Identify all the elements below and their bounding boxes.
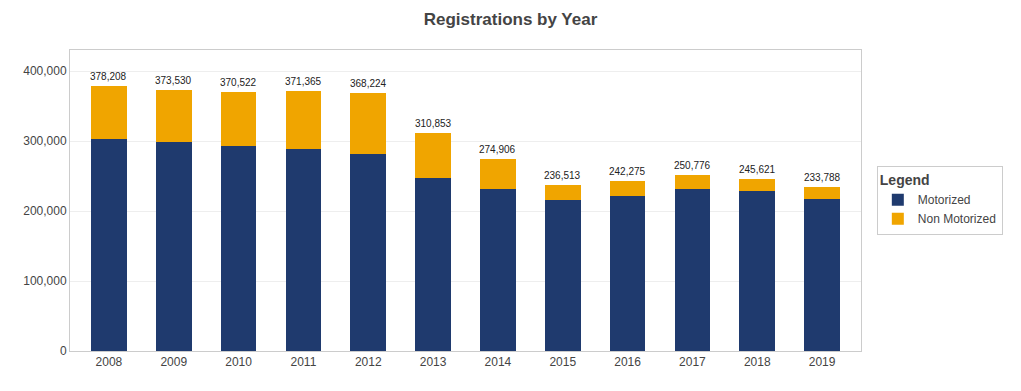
svg-text:2013: 2013	[420, 355, 447, 369]
svg-text:2010: 2010	[225, 355, 252, 369]
svg-text:Motorized: Motorized	[918, 193, 971, 207]
svg-text:200,000: 200,000	[23, 204, 67, 218]
svg-text:368,224: 368,224	[350, 78, 387, 89]
svg-text:2009: 2009	[160, 355, 187, 369]
svg-text:378,208: 378,208	[90, 71, 127, 82]
svg-text:2015: 2015	[549, 355, 576, 369]
svg-text:371,365: 371,365	[285, 76, 322, 87]
svg-text:250,776: 250,776	[674, 160, 711, 171]
svg-text:100,000: 100,000	[23, 274, 67, 288]
svg-text:2018: 2018	[744, 355, 771, 369]
svg-text:310,853: 310,853	[415, 118, 452, 129]
svg-text:2016: 2016	[614, 355, 641, 369]
svg-text:2008: 2008	[96, 355, 123, 369]
svg-text:370,522: 370,522	[220, 77, 257, 88]
svg-text:2017: 2017	[679, 355, 706, 369]
svg-text:245,621: 245,621	[739, 164, 776, 175]
svg-text:373,530: 373,530	[155, 75, 192, 86]
svg-text:0: 0	[60, 344, 67, 358]
svg-text:242,275: 242,275	[609, 166, 646, 177]
svg-text:400,000: 400,000	[23, 64, 67, 78]
svg-text:2019: 2019	[809, 355, 836, 369]
svg-text:2012: 2012	[355, 355, 382, 369]
svg-text:236,513: 236,513	[544, 170, 581, 181]
svg-text:Registrations by Year: Registrations by Year	[424, 10, 598, 29]
svg-text:Non Motorized: Non Motorized	[918, 212, 996, 226]
svg-text:300,000: 300,000	[23, 134, 67, 148]
svg-text:233,788: 233,788	[804, 172, 841, 183]
svg-text:Legend: Legend	[880, 172, 930, 188]
svg-text:2014: 2014	[485, 355, 512, 369]
svg-text:2011: 2011	[291, 355, 317, 369]
svg-text:274,906: 274,906	[479, 144, 516, 155]
